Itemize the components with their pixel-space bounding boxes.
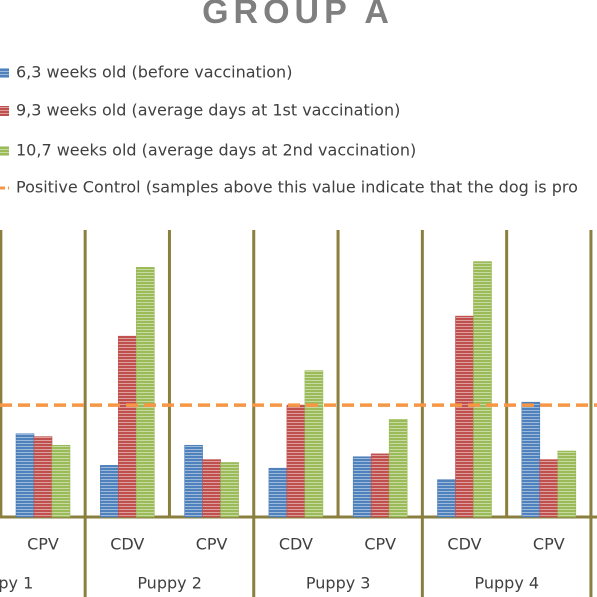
legend-label: 9,3 weeks old (average days at 1st vacci… (16, 101, 400, 120)
x-tick-label: CPV (364, 535, 396, 554)
legend-swatch (0, 106, 9, 116)
chart-title: GROUP A (202, 0, 394, 31)
bar (118, 335, 137, 518)
bar (286, 404, 306, 518)
bar (100, 465, 119, 518)
bar (557, 450, 577, 518)
legend-label: Positive Control (samples above this val… (16, 178, 578, 197)
group-label: Puppy 1 (0, 574, 33, 593)
legend-label: 6,3 weeks old (before vaccination) (16, 63, 292, 82)
bar (304, 370, 324, 518)
bar (15, 433, 35, 518)
bar (473, 261, 492, 518)
bar (202, 459, 221, 518)
bar (33, 436, 53, 518)
x-tick-label: CPV (27, 535, 59, 554)
bar (370, 453, 390, 518)
bar (268, 467, 288, 518)
legend-label: 10,7 weeks old (average days at 2nd vacc… (16, 141, 416, 160)
x-tick-label: CDV (279, 535, 313, 554)
bar (51, 444, 71, 518)
x-tick-label: CDV (447, 535, 481, 554)
group-label: Puppy 2 (137, 574, 202, 593)
group-label: Puppy 3 (306, 574, 371, 593)
x-tick-label: CDV (110, 535, 144, 554)
group-label: Puppy 4 (475, 574, 540, 593)
bar (388, 419, 408, 518)
bar (352, 456, 372, 518)
bar (136, 267, 155, 518)
bar (521, 401, 541, 518)
x-tick-label: CPV (533, 535, 565, 554)
legend-swatch (0, 146, 9, 156)
bar (455, 315, 474, 518)
legend-swatch (0, 68, 9, 78)
x-tick-label: CPV (196, 535, 228, 554)
bar (184, 444, 203, 518)
bar (437, 479, 456, 518)
bar (220, 462, 239, 518)
bar (539, 459, 559, 518)
